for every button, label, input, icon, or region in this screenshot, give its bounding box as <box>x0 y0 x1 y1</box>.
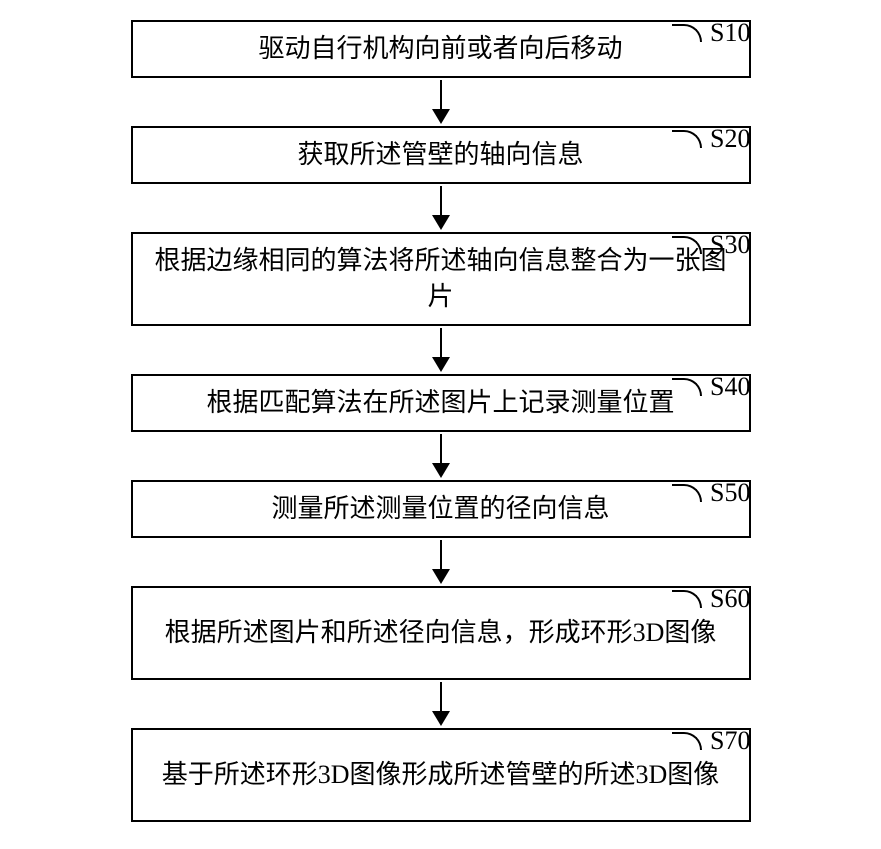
step-text: 获取所述管壁的轴向信息 <box>297 137 583 173</box>
step-label-s60: S60 <box>710 584 750 614</box>
step-text: 测量所述测量位置的径向信息 <box>271 491 609 527</box>
step-text: 驱动自行机构向前或者向后移动 <box>258 31 622 67</box>
step-label-s30: S30 <box>710 230 750 260</box>
arrow-head-icon <box>432 463 450 478</box>
arrow-line <box>440 434 442 464</box>
arrow-line <box>440 328 442 358</box>
step-s70: 基于所述环形3D图像形成所述管壁的所述3D图像 S70 <box>0 728 881 822</box>
arrow-line <box>440 540 442 570</box>
arrow-s20-s30 <box>432 184 450 232</box>
arrow-s30-s40 <box>432 326 450 374</box>
arrow-line <box>440 186 442 216</box>
arrow-head-icon <box>432 711 450 726</box>
step-label-s40: S40 <box>710 372 750 402</box>
step-text: 基于所述环形3D图像形成所述管壁的所述3D图像 <box>162 757 720 793</box>
arrow-s60-s70 <box>432 680 450 728</box>
step-box-s70: 基于所述环形3D图像形成所述管壁的所述3D图像 <box>131 728 751 822</box>
arrow-line <box>440 80 442 110</box>
step-label-s50: S50 <box>710 478 750 508</box>
step-s20: 获取所述管壁的轴向信息 S20 <box>0 126 881 184</box>
arrow-line <box>440 682 442 712</box>
step-box-s40: 根据匹配算法在所述图片上记录测量位置 <box>131 374 751 432</box>
step-s40: 根据匹配算法在所述图片上记录测量位置 S40 <box>0 374 881 432</box>
arrow-head-icon <box>432 109 450 124</box>
step-s50: 测量所述测量位置的径向信息 S50 <box>0 480 881 538</box>
arrow-s40-s50 <box>432 432 450 480</box>
arrow-head-icon <box>432 357 450 372</box>
step-box-s60: 根据所述图片和所述径向信息，形成环形3D图像 <box>131 586 751 680</box>
step-label-s70: S70 <box>710 726 750 756</box>
arrow-s10-s20 <box>432 78 450 126</box>
flowchart-container: 驱动自行机构向前或者向后移动 S10 获取所述管壁的轴向信息 S20 根据边缘相… <box>0 20 881 822</box>
step-s30: 根据边缘相同的算法将所述轴向信息整合为一张图片 S30 <box>0 232 881 326</box>
step-s10: 驱动自行机构向前或者向后移动 S10 <box>0 20 881 78</box>
step-box-s10: 驱动自行机构向前或者向后移动 <box>131 20 751 78</box>
arrow-head-icon <box>432 215 450 230</box>
step-box-s20: 获取所述管壁的轴向信息 <box>131 126 751 184</box>
step-box-s30: 根据边缘相同的算法将所述轴向信息整合为一张图片 <box>131 232 751 326</box>
arrow-head-icon <box>432 569 450 584</box>
step-text: 根据所述图片和所述径向信息，形成环形3D图像 <box>165 615 717 651</box>
step-label-s10: S10 <box>710 18 750 48</box>
step-label-s20: S20 <box>710 124 750 154</box>
step-s60: 根据所述图片和所述径向信息，形成环形3D图像 S60 <box>0 586 881 680</box>
step-text: 根据边缘相同的算法将所述轴向信息整合为一张图片 <box>153 243 729 316</box>
step-text: 根据匹配算法在所述图片上记录测量位置 <box>206 385 674 421</box>
step-box-s50: 测量所述测量位置的径向信息 <box>131 480 751 538</box>
arrow-s50-s60 <box>432 538 450 586</box>
